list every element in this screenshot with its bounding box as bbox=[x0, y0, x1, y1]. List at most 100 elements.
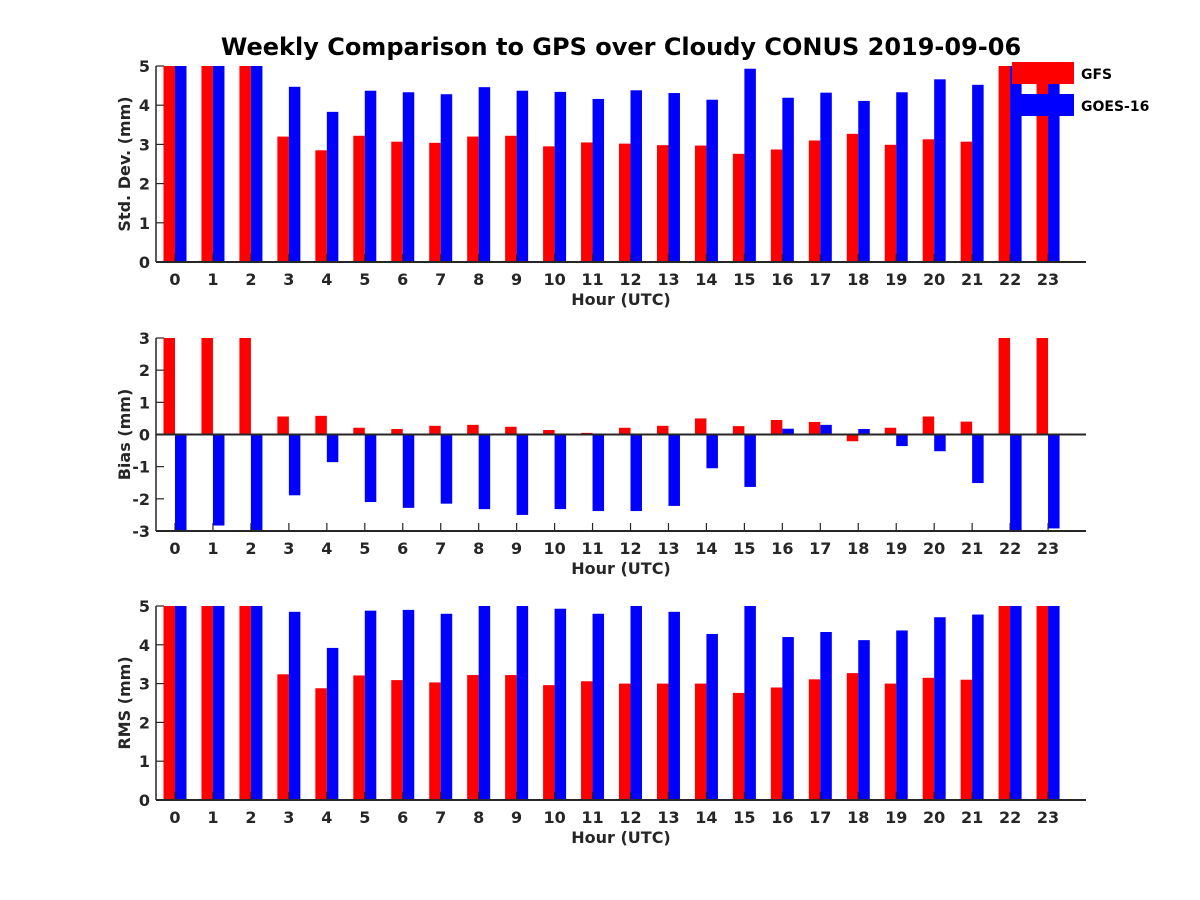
stddev-bar-gfs-14 bbox=[694, 145, 707, 262]
bias-bar-gfs-20 bbox=[922, 416, 935, 435]
stddev-xtick-label: 21 bbox=[961, 270, 983, 289]
stddev-bar-goes16-23 bbox=[1048, 66, 1060, 262]
rms-xtick-label: 7 bbox=[435, 808, 446, 827]
rms-ytick-label: 1 bbox=[139, 752, 150, 771]
stddev-bar-goes16-16 bbox=[782, 97, 794, 262]
rms-bar-gfs-4 bbox=[315, 688, 327, 800]
rms-xtick-label: 20 bbox=[923, 808, 945, 827]
stddev-bar-goes16-15 bbox=[744, 68, 756, 263]
bias-bar-gfs-22 bbox=[998, 338, 1011, 435]
rms-xtick-label: 9 bbox=[511, 808, 522, 827]
stddev-xtick-label: 11 bbox=[581, 270, 603, 289]
rms-bar-gfs-17 bbox=[808, 679, 821, 800]
rms-bar-gfs-2 bbox=[239, 606, 251, 800]
stddev-xtick-label: 16 bbox=[771, 270, 793, 289]
rms-bar-goes16-10 bbox=[554, 608, 567, 800]
stddev-y-axis-label: Std. Dev. (mm) bbox=[115, 96, 134, 231]
stddev-bar-gfs-0 bbox=[163, 66, 175, 262]
stddev-bar-gfs-20 bbox=[922, 139, 935, 262]
bias-xtick-label: 0 bbox=[169, 539, 180, 558]
rms-xtick-label: 3 bbox=[283, 808, 294, 827]
legend-label-gfs: GFS bbox=[1081, 67, 1112, 83]
stddev-bar-gfs-21 bbox=[960, 141, 973, 262]
stddev-xtick-label: 15 bbox=[733, 270, 755, 289]
bias-bar-gfs-3 bbox=[277, 416, 289, 435]
rms-ytick-label: 3 bbox=[139, 675, 150, 694]
stddev-bar-goes16-19 bbox=[896, 92, 908, 262]
stddev-xtick-label: 23 bbox=[1037, 270, 1059, 289]
rms-bar-gfs-20 bbox=[922, 677, 935, 800]
bias-bar-gfs-17 bbox=[808, 421, 821, 435]
bias-ytick-label: -1 bbox=[132, 458, 150, 477]
rms-bar-gfs-0 bbox=[163, 606, 175, 800]
bias-bar-gfs-1 bbox=[201, 338, 213, 435]
stddev-xtick-label: 13 bbox=[657, 270, 679, 289]
bias-xtick-label: 22 bbox=[999, 539, 1021, 558]
bias-xtick-label: 16 bbox=[771, 539, 793, 558]
bias-bar-goes16-19 bbox=[896, 434, 908, 447]
rms-xtick-label: 21 bbox=[961, 808, 983, 827]
rms-bar-goes16-2 bbox=[250, 606, 263, 800]
rms-bar-goes16-23 bbox=[1048, 606, 1060, 800]
rms-xtick-label: 13 bbox=[657, 808, 679, 827]
stddev-xtick-label: 19 bbox=[885, 270, 907, 289]
stddev-xtick-label: 20 bbox=[923, 270, 945, 289]
bias-xtick-label: 4 bbox=[321, 539, 332, 558]
stddev-xtick-label: 14 bbox=[695, 270, 717, 289]
stddev-bar-gfs-10 bbox=[543, 146, 555, 262]
bias-bar-goes16-17 bbox=[820, 424, 832, 435]
rms-bar-gfs-13 bbox=[656, 683, 669, 800]
stddev-bar-goes16-6 bbox=[402, 92, 415, 262]
rms-bar-goes16-6 bbox=[402, 609, 415, 800]
stddev-bar-gfs-5 bbox=[353, 135, 365, 262]
bias-xtick-label: 12 bbox=[619, 539, 641, 558]
bias-xtick-label: 18 bbox=[847, 539, 869, 558]
stddev-ytick-label: 3 bbox=[139, 135, 150, 154]
bias-bar-goes16-5 bbox=[364, 434, 377, 503]
stddev-xtick-label: 18 bbox=[847, 270, 869, 289]
bias-xtick-label: 15 bbox=[733, 539, 755, 558]
rms-bar-goes16-18 bbox=[858, 640, 870, 800]
bias-bar-goes16-3 bbox=[288, 434, 301, 496]
stddev-ytick-label: 4 bbox=[139, 96, 150, 115]
stddev-ytick-label: 1 bbox=[139, 214, 150, 233]
rms-xtick-label: 14 bbox=[695, 808, 717, 827]
chart-title: Weekly Comparison to GPS over Cloudy CON… bbox=[221, 33, 1021, 61]
rms-bar-goes16-8 bbox=[478, 606, 491, 800]
stddev-bar-gfs-2 bbox=[239, 66, 251, 262]
bias-bar-goes16-21 bbox=[972, 434, 984, 484]
rms-xtick-label: 2 bbox=[245, 808, 256, 827]
rms-bar-gfs-10 bbox=[543, 685, 555, 800]
bias-ytick-label: 2 bbox=[139, 361, 150, 380]
bias-bar-goes16-12 bbox=[630, 434, 643, 512]
bias-bar-goes16-8 bbox=[478, 434, 491, 510]
rms-xtick-label: 12 bbox=[619, 808, 641, 827]
stddev-bar-gfs-22 bbox=[998, 66, 1011, 262]
stddev-bar-gfs-19 bbox=[884, 144, 897, 262]
rms-x-axis-label: Hour (UTC) bbox=[571, 828, 671, 847]
legend-label-goes16: GOES-16 bbox=[1081, 99, 1149, 115]
stddev-xtick-label: 3 bbox=[283, 270, 294, 289]
legend: GFS GOES-16 bbox=[1012, 62, 1149, 116]
bias-bar-gfs-12 bbox=[619, 427, 631, 435]
stddev-bar-goes16-12 bbox=[630, 90, 643, 262]
bias-xtick-label: 23 bbox=[1037, 539, 1059, 558]
stddev-xtick-label: 4 bbox=[321, 270, 332, 289]
bias-xtick-label: 13 bbox=[657, 539, 679, 558]
stddev-bar-goes16-13 bbox=[668, 93, 680, 262]
rms-bar-gfs-8 bbox=[467, 675, 479, 800]
stddev-xtick-label: 6 bbox=[397, 270, 408, 289]
stddev-bar-goes16-17 bbox=[820, 92, 832, 262]
stddev-bar-goes16-20 bbox=[934, 79, 946, 262]
rms-bar-gfs-16 bbox=[770, 687, 783, 800]
rms-bar-gfs-14 bbox=[694, 683, 707, 800]
rms-bar-goes16-0 bbox=[175, 606, 187, 800]
rms-bar-gfs-7 bbox=[429, 682, 441, 800]
stddev-bar-goes16-18 bbox=[858, 100, 870, 262]
bias-xtick-label: 7 bbox=[435, 539, 446, 558]
bias-bar-goes16-15 bbox=[744, 434, 756, 487]
rms-bar-goes16-16 bbox=[782, 637, 794, 800]
bias-bar-goes16-23 bbox=[1048, 434, 1060, 529]
